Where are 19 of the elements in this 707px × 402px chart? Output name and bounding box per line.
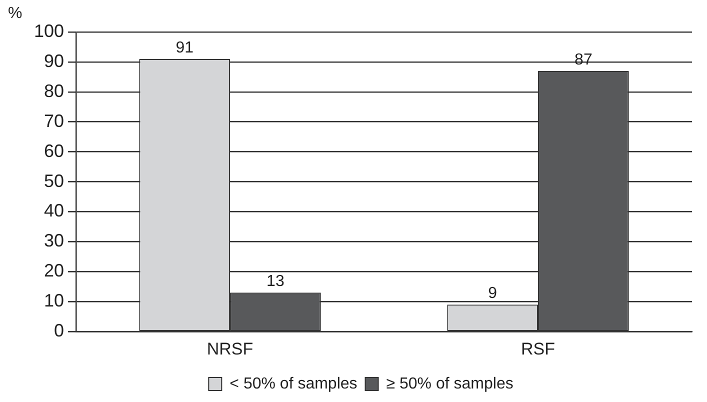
y-tick-label: 70 — [44, 110, 64, 131]
legend-label: < 50% of samples — [230, 375, 358, 392]
y-tick-label: 20 — [44, 260, 64, 281]
data-label: 9 — [488, 285, 498, 302]
y-tick-label: 40 — [44, 200, 64, 221]
data-label: 91 — [176, 39, 194, 56]
y-tick-label: 60 — [44, 140, 64, 161]
x-tick-label: NRSF — [206, 339, 254, 358]
y-tick-label: 100 — [34, 20, 64, 41]
y-tick-label: 50 — [44, 170, 64, 191]
legend-label: ≥ 50% of samples — [386, 375, 514, 392]
y-tick-label: 30 — [44, 230, 64, 251]
y-tick-label: 0 — [54, 320, 64, 341]
y-tick-label: 90 — [44, 50, 64, 71]
data-label: 13 — [266, 273, 284, 290]
y-tick-label: 10 — [44, 290, 64, 311]
y-axis-title: % — [8, 4, 22, 24]
x-tick-label: RSF — [521, 339, 556, 358]
y-tick-label: 80 — [44, 80, 64, 101]
